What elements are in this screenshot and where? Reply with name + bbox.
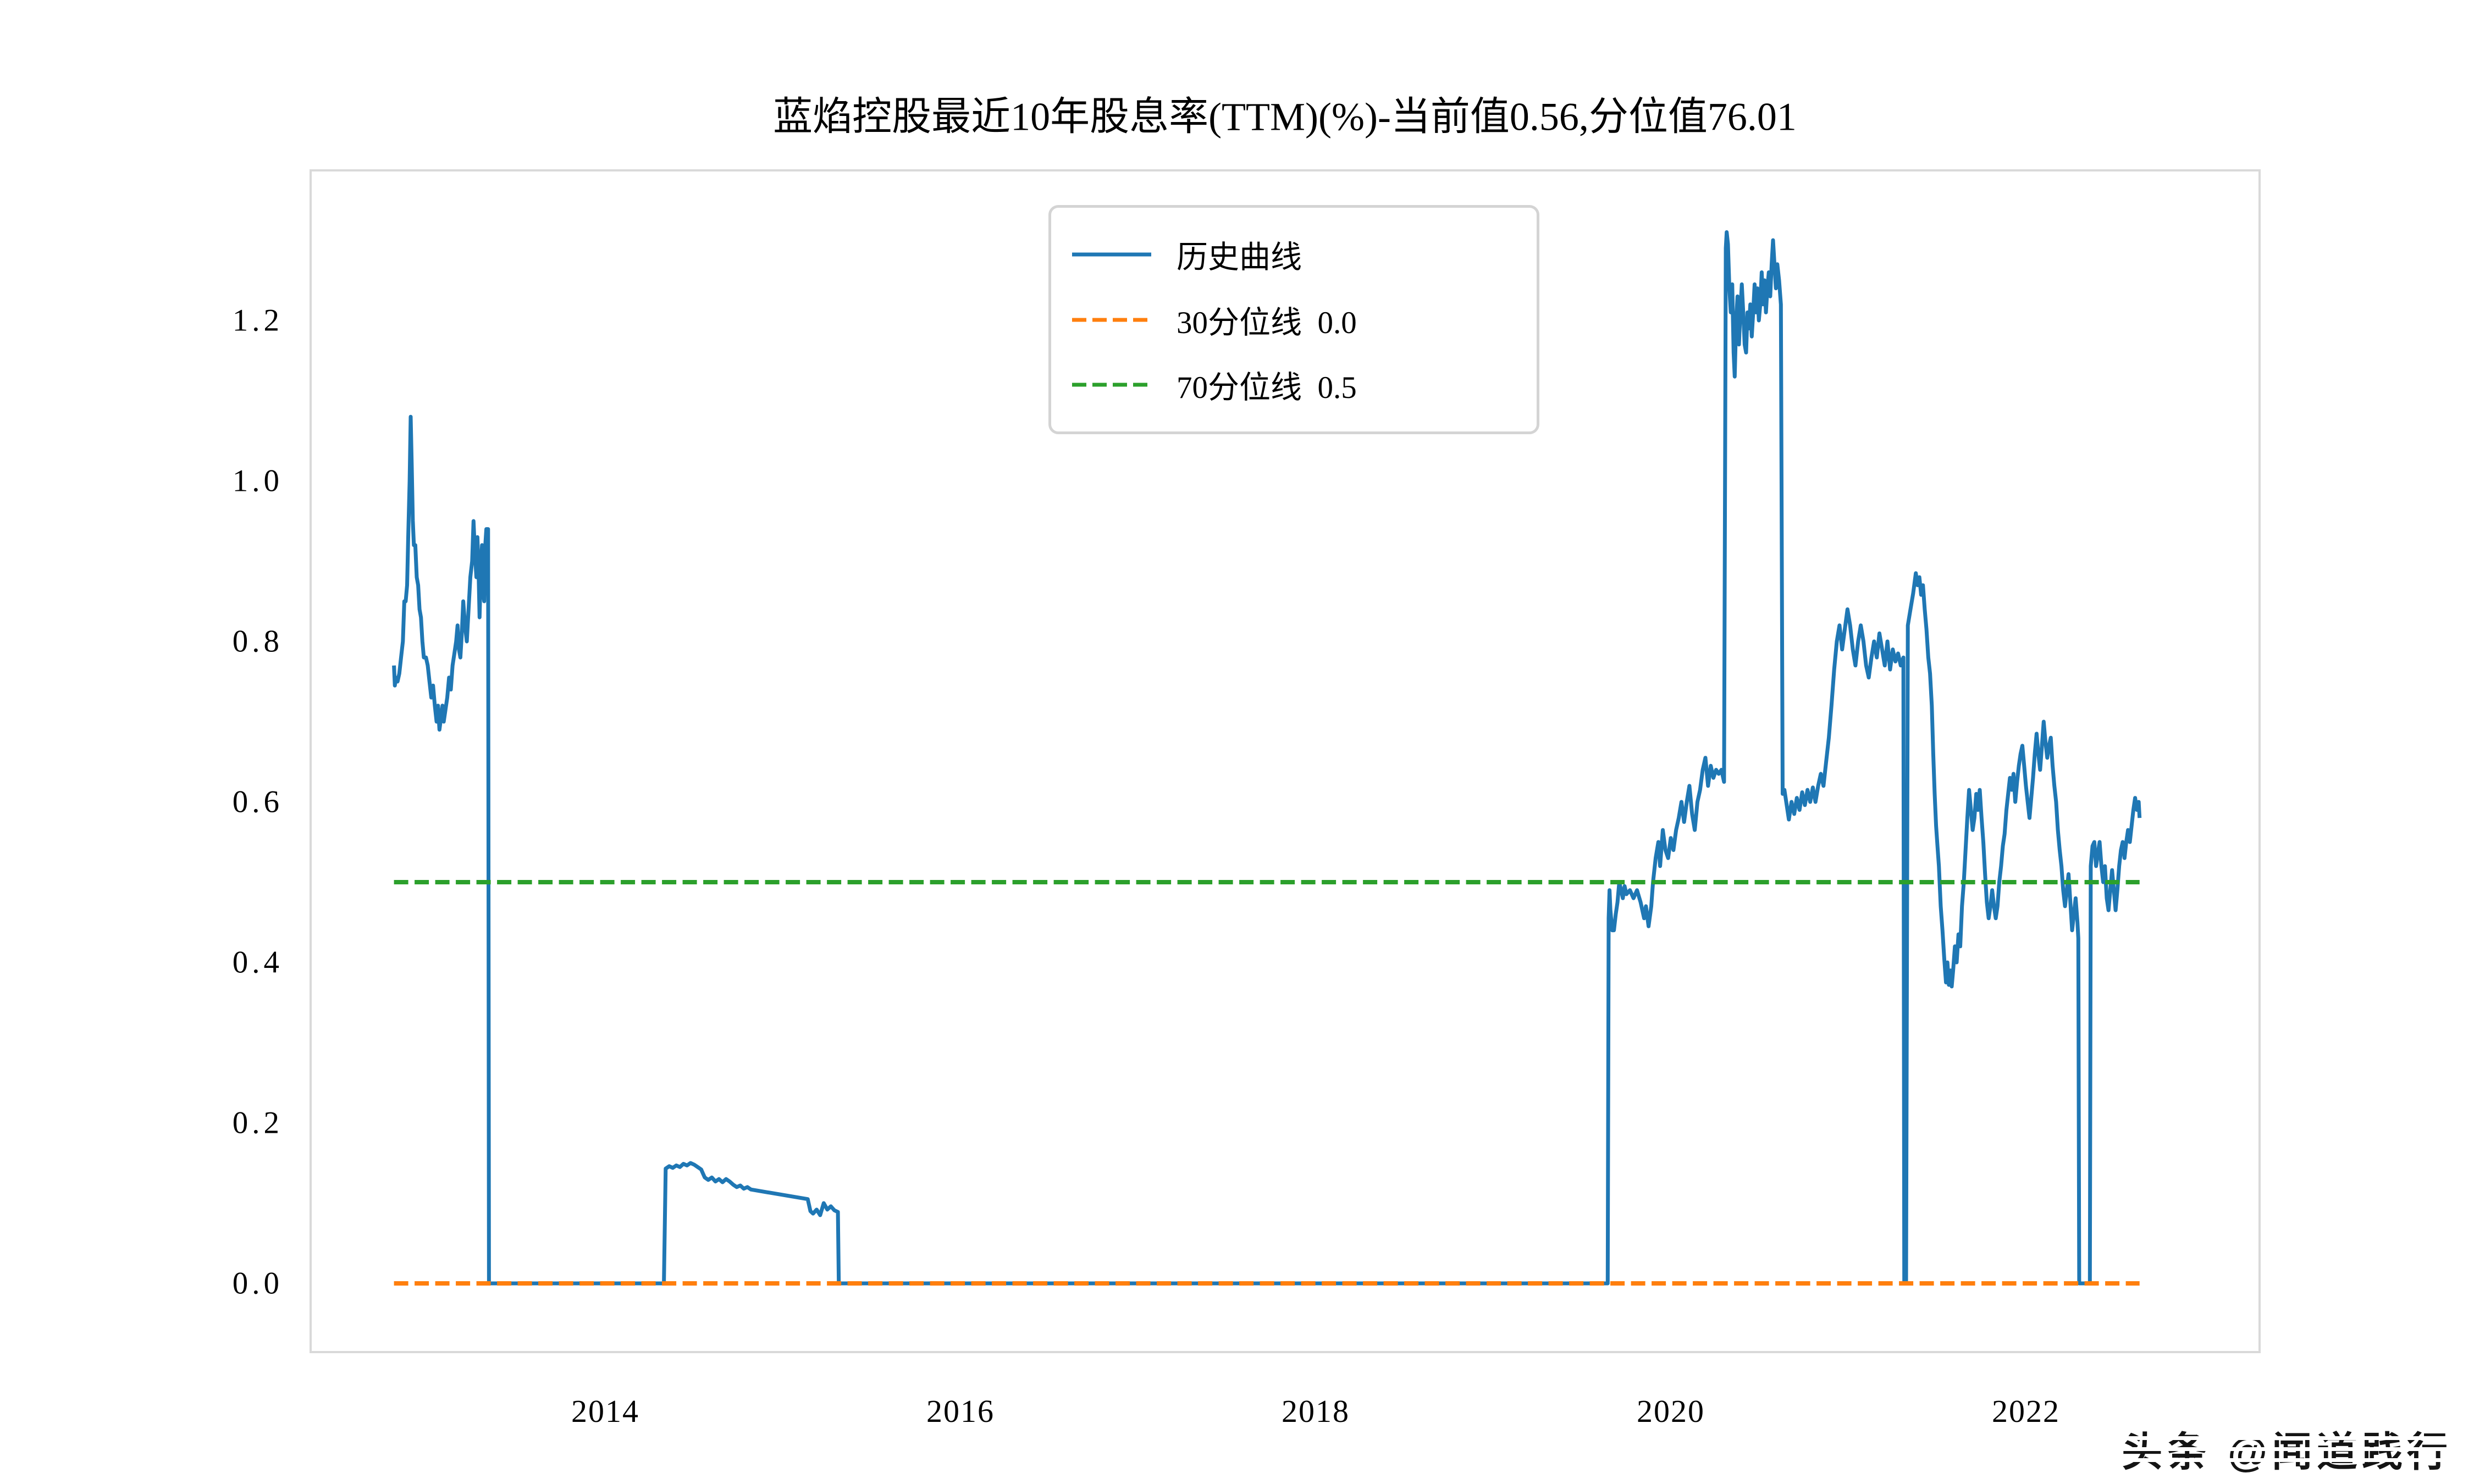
y-tick-label: 1.2: [232, 303, 283, 338]
y-tick-label: 0.6: [232, 784, 283, 819]
legend-item-history: 历史曲线: [1068, 232, 1520, 277]
legend: 历史曲线 30分位线 0.0 70分位线 0.5: [1048, 205, 1539, 434]
x-tick-label: 2018: [1282, 1393, 1350, 1429]
legend-label: 30分位线 0.0: [1177, 305, 1357, 340]
legend-item-percentile-30: 30分位线 0.0: [1068, 297, 1520, 342]
y-tick-label: 0.8: [232, 624, 283, 659]
y-tick-label: 0.4: [232, 945, 283, 980]
chart-title: 蓝焰控股最近10年股息率(TTM)(%)-当前值0.56,分位值76.01: [773, 95, 1797, 139]
y-tick-label: 0.0: [232, 1266, 283, 1301]
legend-label: 历史曲线: [1177, 240, 1302, 275]
y-tick-label: 1.0: [232, 463, 283, 499]
history-line: [392, 230, 2142, 1286]
plot-border: [310, 169, 2261, 1353]
legend-label: 70分位线 0.5: [1177, 370, 1357, 405]
history-line-sample-icon: [1072, 252, 1151, 257]
percentile-70-line-sample-icon: [1072, 383, 1151, 387]
y-tick-label: 0.2: [232, 1105, 283, 1140]
legend-item-percentile-70: 70分位线 0.5: [1068, 362, 1520, 407]
x-tick-label: 2016: [926, 1393, 995, 1429]
percentile-30-line-sample-icon: [1072, 318, 1151, 322]
x-tick-label: 2020: [1637, 1393, 1705, 1429]
watermark: 头条 @闻道践行: [2122, 1429, 2452, 1475]
x-tick-label: 2014: [571, 1393, 639, 1429]
x-tick-label: 2022: [1992, 1393, 2060, 1429]
